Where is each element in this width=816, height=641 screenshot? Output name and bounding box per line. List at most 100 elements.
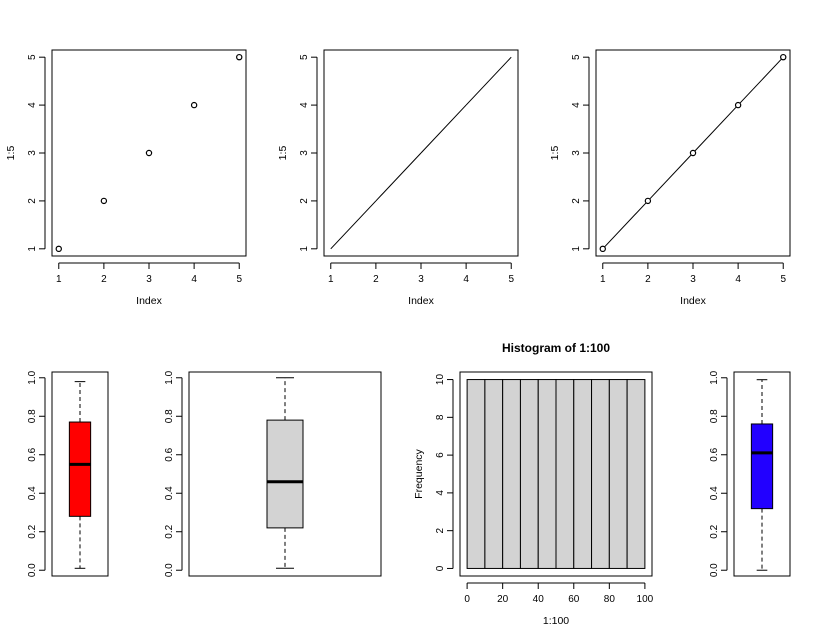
y-tick-label: 5 xyxy=(27,54,38,60)
y-axis: 1 2 3 4 5 xyxy=(571,54,590,252)
x-tick-label: 2 xyxy=(645,274,651,285)
histogram-bar xyxy=(502,379,521,569)
x-tick-label: 2 xyxy=(373,274,379,285)
y-tick-label: 0.0 xyxy=(164,563,175,577)
plot-frame xyxy=(188,371,382,577)
x-axis: 0 20 40 60 80 100 xyxy=(464,582,654,605)
series-line-segment xyxy=(647,152,694,202)
data-point xyxy=(599,245,606,253)
series-line-segment xyxy=(420,104,467,154)
y-tick-label: 0.2 xyxy=(164,524,175,538)
series-line-segment xyxy=(375,152,422,202)
x-tick-label: 60 xyxy=(568,594,580,605)
y-axis: 0.0 0.2 0.4 0.6 0.8 1.0 xyxy=(164,370,183,577)
y-tick-label: 0.8 xyxy=(164,409,175,423)
x-axis: 1 2 3 4 5 xyxy=(328,262,514,285)
y-axis-title: 1:5 xyxy=(5,146,17,161)
histogram-bar xyxy=(466,379,486,569)
y-tick-label: 4 xyxy=(27,102,38,108)
chart-panel-3: 1 2 3 4 5 1 2 3 4 5 Index 1:5 xyxy=(549,49,791,307)
y-tick-label: 0.2 xyxy=(709,524,720,538)
y-tick-label: 4 xyxy=(299,102,310,108)
histogram-bar xyxy=(591,379,610,569)
x-tick-label: 0 xyxy=(464,594,470,605)
x-tick-label: 40 xyxy=(533,594,545,605)
y-tick-label: 0 xyxy=(435,565,446,571)
x-tick-label: 2 xyxy=(101,274,107,285)
data-point xyxy=(644,197,652,205)
histogram-bar xyxy=(519,379,539,569)
data-point xyxy=(55,245,62,253)
y-tick-label: 1.0 xyxy=(164,370,175,384)
histogram-bar xyxy=(608,379,628,569)
y-tick-label: 0.4 xyxy=(164,486,175,500)
x-axis-title: Index xyxy=(136,295,162,307)
box-iqr xyxy=(266,419,304,529)
plot-frame xyxy=(459,371,653,577)
x-tick-label: 1 xyxy=(328,274,334,285)
y-tick-label: 1.0 xyxy=(709,370,720,384)
chart-panel-5: 0.0 0.2 0.4 0.6 0.8 1.0 xyxy=(164,370,382,577)
plot-frame xyxy=(51,49,247,257)
series-line-segment xyxy=(737,56,784,106)
series-line-segment xyxy=(602,200,649,250)
plot-frame xyxy=(595,49,791,257)
series-line-segment xyxy=(330,200,377,250)
y-tick-label: 2 xyxy=(435,527,446,533)
x-tick-label: 5 xyxy=(236,274,242,285)
y-tick-label: 3 xyxy=(27,150,38,156)
x-axis: 1 2 3 4 5 xyxy=(600,262,786,285)
y-tick-label: 0.4 xyxy=(27,486,38,500)
chart-panel-2: 1 2 3 4 5 1 2 3 4 5 Index 1:5 xyxy=(277,49,519,307)
histogram-bar xyxy=(573,379,593,569)
y-tick-label: 0.2 xyxy=(27,524,38,538)
histogram-bar xyxy=(555,379,575,569)
y-tick-label: 10 xyxy=(435,374,446,386)
x-tick-label: 1 xyxy=(600,274,606,285)
data-point xyxy=(190,101,198,109)
x-axis: 1 2 3 4 5 xyxy=(56,262,242,285)
y-axis: 0.0 0.2 0.4 0.6 0.8 1.0 xyxy=(27,370,46,577)
data-point xyxy=(689,149,697,157)
series-line-segment xyxy=(692,104,739,154)
plot-frame xyxy=(733,371,791,577)
y-tick-label: 2 xyxy=(299,198,310,204)
box-iqr xyxy=(68,421,92,517)
y-axis: 1 2 3 4 5 xyxy=(299,54,318,252)
y-tick-label: 1 xyxy=(299,246,310,252)
chart-panel-1: 1 2 3 4 5 1 2 3 4 5 Index 1:5 xyxy=(5,49,247,307)
y-tick-label: 0.6 xyxy=(164,447,175,461)
y-tick-label: 0.8 xyxy=(709,409,720,423)
y-tick-label: 3 xyxy=(571,150,582,156)
x-tick-label: 3 xyxy=(690,274,696,285)
chart-title: Histogram of 1:100 xyxy=(502,341,610,355)
x-tick-label: 1 xyxy=(56,274,62,285)
x-tick-label: 4 xyxy=(735,274,741,285)
data-point xyxy=(236,53,243,61)
y-axis-title: Frequency xyxy=(413,448,425,498)
y-axis: 0 2 4 6 8 10 xyxy=(435,374,454,571)
y-tick-label: 8 xyxy=(435,414,446,420)
data-point xyxy=(780,53,787,61)
x-tick-label: 20 xyxy=(497,594,509,605)
y-tick-label: 3 xyxy=(299,150,310,156)
y-tick-label: 2 xyxy=(571,198,582,204)
x-tick-label: 5 xyxy=(508,274,514,285)
x-tick-label: 4 xyxy=(463,274,469,285)
box-iqr xyxy=(750,423,774,510)
y-tick-label: 0.0 xyxy=(709,563,720,577)
histogram-bar xyxy=(537,379,557,569)
plot-frame xyxy=(51,371,109,577)
y-tick-label: 1 xyxy=(27,246,38,252)
y-tick-label: 4 xyxy=(571,102,582,108)
x-axis-title: Index xyxy=(408,295,434,307)
y-axis-title: 1:5 xyxy=(277,146,289,161)
chart-panel-7: 0.0 0.2 0.4 0.6 0.8 1.0 xyxy=(709,370,791,577)
y-tick-label: 6 xyxy=(435,452,446,458)
histogram-bar xyxy=(626,379,646,569)
y-tick-label: 2 xyxy=(27,198,38,204)
histogram-bar xyxy=(484,379,504,569)
y-tick-label: 0.6 xyxy=(27,447,38,461)
